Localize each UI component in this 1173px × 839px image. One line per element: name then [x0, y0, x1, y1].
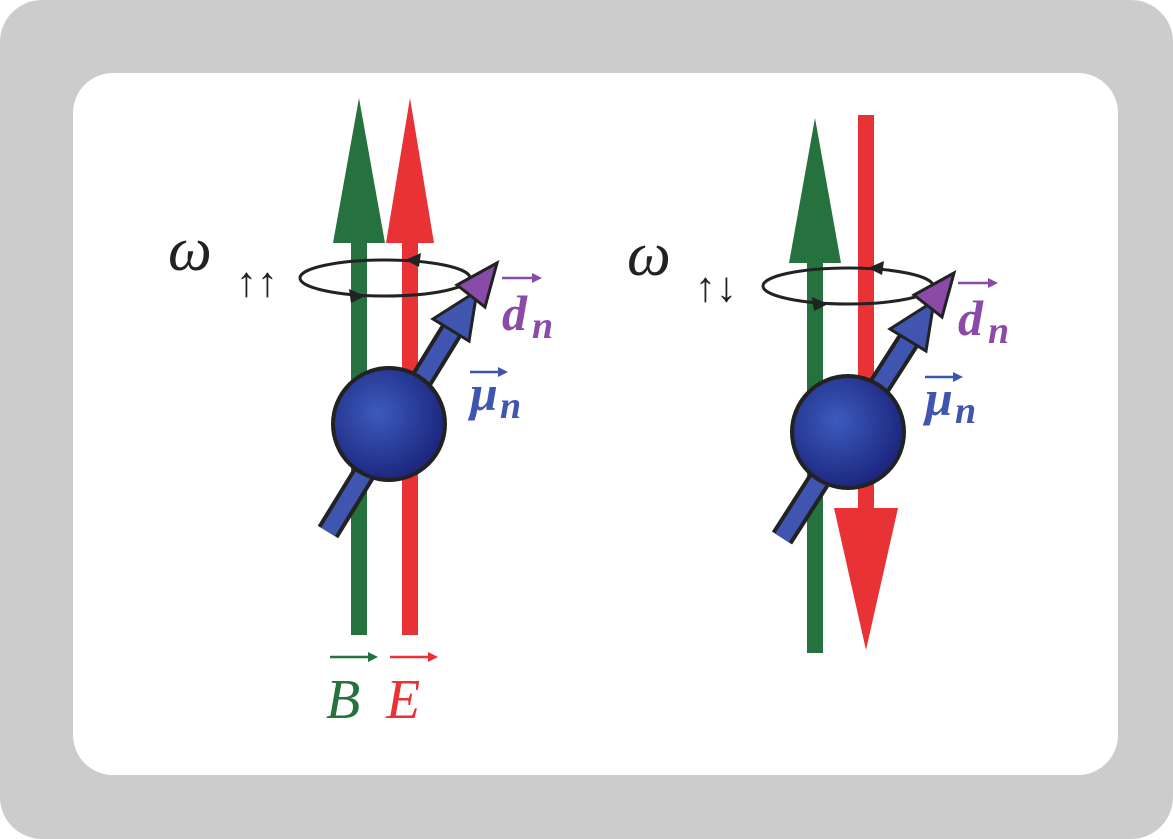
- moment-label: μ: [467, 365, 498, 421]
- diagram: ω↑↑dnμnBEω↑↓dnμn: [0, 0, 1173, 839]
- moment-subscript: n: [500, 385, 521, 427]
- omega-subscript: ↑↓: [695, 265, 737, 311]
- moment-label: μ: [922, 370, 953, 426]
- e-field-label: E: [385, 669, 420, 731]
- edm-subscript: n: [532, 305, 553, 347]
- edm-label: d: [958, 290, 984, 346]
- omega-subscript: ↑↑: [236, 260, 278, 306]
- moment-subscript: n: [955, 390, 976, 432]
- neutron: [333, 368, 445, 480]
- b-field-label: B: [326, 669, 360, 731]
- omega-label: ω: [168, 216, 212, 284]
- omega-label: ω: [627, 221, 671, 289]
- edm-subscript: n: [988, 310, 1009, 352]
- neutron: [792, 376, 904, 488]
- edm-label: d: [502, 285, 528, 341]
